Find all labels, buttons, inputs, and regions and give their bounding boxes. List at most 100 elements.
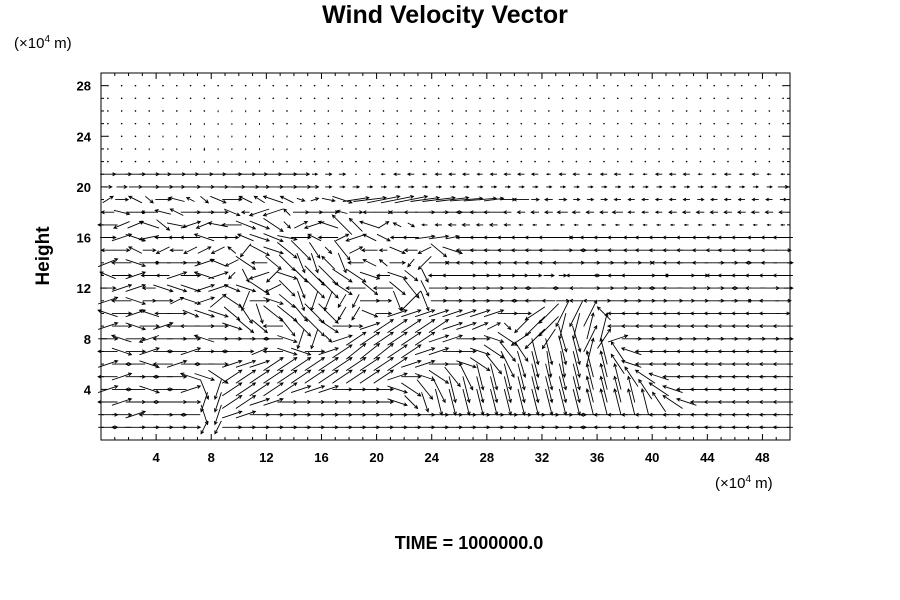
vector-point bbox=[768, 110, 771, 112]
vector-point bbox=[424, 135, 426, 138]
vector-arrow bbox=[345, 233, 366, 242]
vector-point bbox=[740, 110, 743, 112]
vector-arrow bbox=[600, 312, 609, 340]
vector-arrow bbox=[296, 328, 305, 350]
vector-arrow bbox=[545, 338, 554, 366]
vector-arrow bbox=[483, 344, 505, 359]
vector-arrow bbox=[249, 281, 271, 296]
vector-arrow bbox=[249, 298, 271, 303]
vector-arrow bbox=[641, 197, 649, 202]
vector-arrow bbox=[597, 328, 612, 349]
vector-arrow bbox=[516, 210, 526, 215]
vector-point bbox=[424, 84, 426, 87]
vector-arrow bbox=[724, 223, 730, 227]
vector-arrow bbox=[290, 369, 312, 384]
vector-arrow bbox=[210, 293, 227, 308]
vector-arrow bbox=[183, 246, 198, 254]
vector-arrow bbox=[558, 197, 568, 202]
vector-arrow bbox=[166, 284, 188, 293]
vector-arrow bbox=[545, 363, 554, 391]
vector-arrow bbox=[400, 290, 422, 312]
vector-arrow bbox=[475, 223, 484, 227]
y-unit-prefix: (×10 bbox=[14, 35, 44, 52]
vector-point bbox=[658, 122, 660, 125]
vector-arrow bbox=[558, 376, 568, 404]
vector-point bbox=[355, 122, 357, 125]
vector-point bbox=[162, 160, 164, 163]
vector-arrow bbox=[263, 369, 284, 384]
vector-arrow bbox=[283, 208, 291, 216]
vector-point bbox=[713, 97, 716, 100]
vector-arrow bbox=[166, 222, 188, 229]
vector-point bbox=[451, 97, 454, 100]
vector-point bbox=[589, 110, 591, 112]
vector-arrow bbox=[387, 357, 408, 371]
vector-point bbox=[603, 148, 605, 150]
vector-arrow bbox=[711, 173, 717, 176]
vector-arrow bbox=[530, 172, 539, 176]
vector-arrow bbox=[99, 271, 116, 280]
vector-point bbox=[699, 97, 702, 100]
vector-arrow bbox=[723, 210, 732, 215]
vector-arrow bbox=[514, 341, 529, 363]
vector-point bbox=[437, 135, 440, 138]
vector-arrow bbox=[414, 359, 436, 368]
vector-arrow bbox=[235, 410, 257, 419]
vector-arrow bbox=[125, 283, 147, 292]
vector-point bbox=[134, 135, 137, 138]
vector-arrow bbox=[208, 362, 229, 367]
vector-arrow bbox=[502, 210, 512, 215]
vector-arrow bbox=[585, 350, 594, 378]
vector-arrow bbox=[142, 248, 157, 253]
vector-arrow bbox=[656, 223, 661, 227]
vector-arrow bbox=[442, 246, 464, 255]
vector-arrow bbox=[538, 303, 559, 324]
vector-arrow bbox=[199, 379, 210, 401]
vector-arrow bbox=[490, 363, 499, 391]
vector-arrow bbox=[461, 222, 471, 227]
vector-arrow bbox=[544, 210, 553, 215]
vector-arrow bbox=[222, 322, 243, 331]
vector-arrow bbox=[111, 311, 133, 316]
vector-arrow bbox=[258, 135, 261, 138]
vector-arrow bbox=[154, 209, 171, 215]
vector-point bbox=[107, 135, 109, 138]
vector-point bbox=[740, 84, 743, 87]
vector-point bbox=[451, 110, 454, 112]
vector-point bbox=[368, 97, 371, 100]
vector-arrow bbox=[428, 369, 450, 384]
vector-arrow bbox=[587, 172, 593, 176]
vector-arrow bbox=[387, 372, 408, 381]
vector-point bbox=[465, 148, 467, 150]
vector-arrow bbox=[235, 284, 257, 293]
vector-arrow bbox=[291, 235, 312, 240]
vector-arrow bbox=[223, 208, 241, 217]
vector-arrow bbox=[599, 210, 608, 215]
vector-point bbox=[575, 110, 578, 112]
vector-point bbox=[451, 122, 454, 125]
vector-point bbox=[768, 122, 771, 125]
vector-arrow bbox=[333, 240, 351, 261]
vector-point bbox=[451, 135, 454, 138]
vector-arrow bbox=[599, 337, 608, 365]
vector-arrow bbox=[258, 123, 261, 126]
vector-arrow bbox=[387, 271, 408, 280]
vector-arrow bbox=[241, 290, 251, 312]
vector-point bbox=[341, 84, 343, 87]
vector-point bbox=[740, 122, 743, 125]
vector-point bbox=[465, 160, 467, 163]
vector-arrow bbox=[245, 160, 247, 164]
vector-arrow bbox=[380, 172, 386, 176]
vector-arrow bbox=[318, 385, 340, 394]
vector-point bbox=[630, 135, 633, 138]
vector-arrow bbox=[585, 375, 594, 403]
vector-point bbox=[575, 135, 578, 138]
vector-arrow bbox=[599, 375, 608, 403]
vector-point bbox=[479, 84, 481, 87]
vector-point bbox=[561, 84, 564, 87]
x-tick-label: 44 bbox=[700, 450, 715, 465]
vector-arrow bbox=[139, 360, 160, 369]
vector-point bbox=[148, 135, 151, 138]
vector-point bbox=[492, 110, 495, 112]
x-axis-ticks: 4 8 12 16 20 24 28 32 36 40 44 48 bbox=[114, 73, 777, 465]
